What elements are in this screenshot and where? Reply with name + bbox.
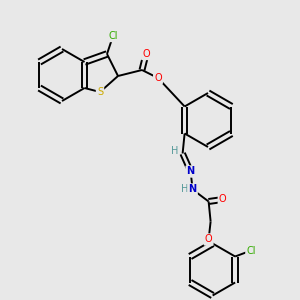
Text: O: O	[154, 73, 162, 83]
Text: O: O	[219, 194, 226, 205]
Text: N: N	[189, 184, 197, 194]
Text: Cl: Cl	[108, 31, 118, 41]
Text: Cl: Cl	[246, 245, 256, 256]
Text: H: H	[181, 184, 188, 194]
Text: O: O	[142, 49, 150, 59]
Text: N: N	[187, 167, 195, 176]
Text: O: O	[205, 235, 212, 244]
Text: H: H	[171, 146, 178, 157]
Text: S: S	[97, 87, 103, 97]
